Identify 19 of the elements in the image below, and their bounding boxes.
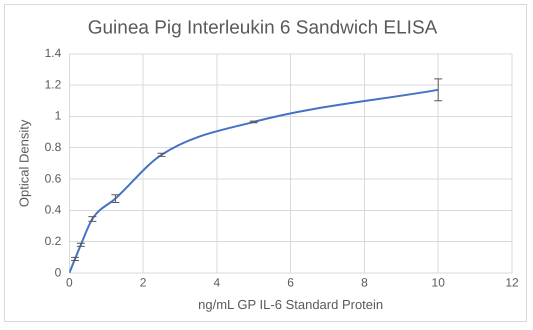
- y-tick-label: 0.4: [44, 202, 62, 217]
- y-tick-label: 1.4: [44, 46, 62, 60]
- line-series: [69, 88, 440, 273]
- chart-title: Guinea Pig Interleukin 6 Sandwich ELISA: [88, 18, 438, 39]
- y-tick-label: 0.2: [44, 234, 62, 248]
- x-tick-label: 2: [140, 276, 147, 290]
- x-tick-label: 12: [505, 276, 519, 290]
- y-tick-label: 0.8: [44, 140, 62, 154]
- x-tick-label: 8: [361, 276, 368, 290]
- x-axis-title: ng/mL GP IL-6 Standard Protein: [198, 296, 384, 312]
- x-tick-label: 4: [214, 276, 221, 290]
- y-axis-title: Optical Density: [16, 119, 32, 208]
- x-tick-label: 6: [287, 276, 294, 290]
- y-tick-label: 1: [54, 108, 62, 123]
- y-tick-label: 0.6: [44, 171, 62, 186]
- x-tick-label: 0: [66, 276, 73, 290]
- x-tick-label: 10: [432, 276, 446, 290]
- y-tick-label: 1.2: [44, 77, 62, 92]
- y-tick-label: 0: [54, 265, 62, 280]
